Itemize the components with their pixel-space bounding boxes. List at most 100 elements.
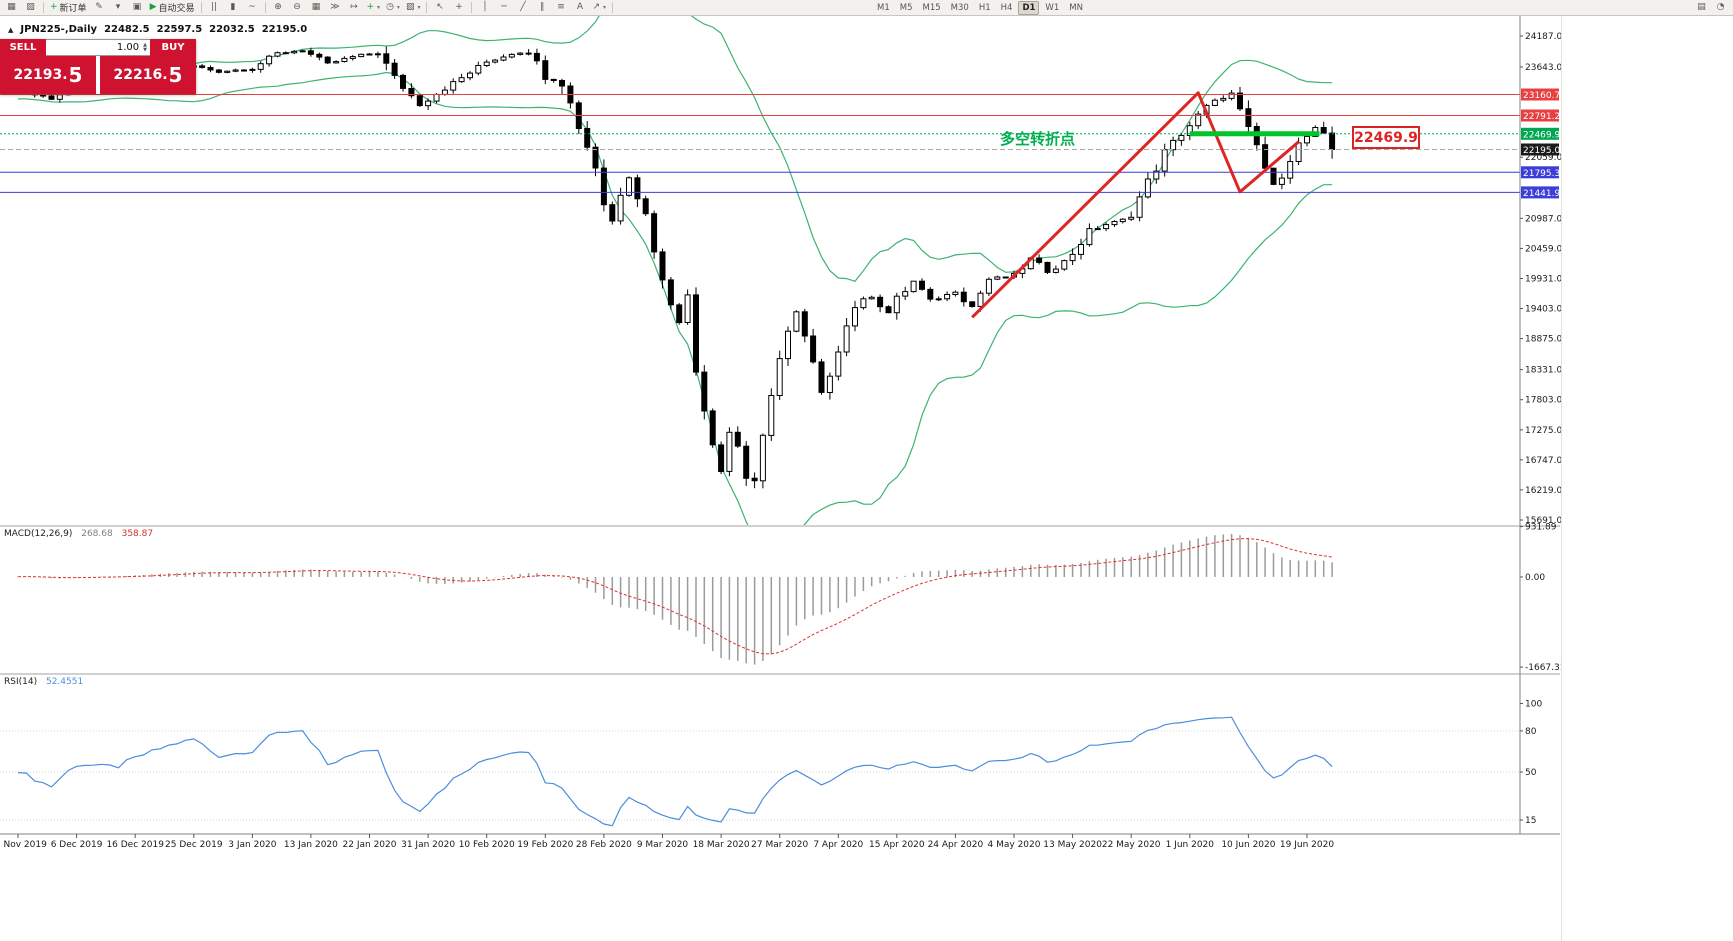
timeframe-m1[interactable]: M1 [877,2,890,13]
auto-scroll-icon[interactable]: ≫ [330,2,340,12]
sell-button[interactable]: SELL [0,39,46,56]
clock-icon[interactable]: ◔ [1716,2,1725,12]
trend-zigzag-line[interactable] [971,91,1300,319]
date-label: 15 Apr 2020 [869,840,925,850]
buy-button[interactable]: BUY [150,39,196,56]
price-tag-text: 22195.0 [1523,146,1560,156]
main-chart-plot[interactable] [0,0,1520,550]
tile-windows-icon[interactable]: ▦ [311,2,321,12]
templates-icon[interactable]: ▨ ▾ [405,2,421,12]
fibonacci-icon[interactable]: ≡ [557,2,565,12]
indicators-icon[interactable]: + ▾ [366,2,381,12]
price-tag-text: 23160.7 [1523,91,1560,101]
symbol-marker-icon: ▲ [8,25,14,34]
timeframe-h4[interactable]: H4 [1000,2,1013,13]
pivot-price-label[interactable]: 22469.9 [1352,126,1420,149]
toolbar-separator [471,2,473,13]
volume-field[interactable]: 1.00 ▲ ▼ [46,39,150,56]
price-axis[interactable]: 24187.0 23643.0 22059.0 20987.0 20459.0 19931… [1520,32,1565,826]
autotrading-icon[interactable]: ▶ 自动交易 [149,2,195,14]
candles [15,46,1336,489]
sell-price-tile[interactable]: 22193. 5 [0,56,96,94]
timeframe-w1[interactable]: W1 [1045,2,1060,13]
price-axis-label: 23643.0 [1525,63,1562,73]
price-tag-22791.2 [1521,109,1559,122]
equidistant-channel-icon[interactable]: ∥ [539,2,545,12]
line-chart-icon[interactable]: ~ [248,2,256,12]
timeframe-d1[interactable]: D1 [1018,0,1040,15]
macd-signal-line [17,538,1333,655]
volume-up-icon[interactable]: ▲ [143,41,147,48]
timeframe-toolbar: M1 M5 M15 M30 H1 H4 D1 W1 MN [872,0,1088,15]
timeframe-h1[interactable]: H1 [978,2,991,13]
cursor-icon[interactable]: ↖ [436,2,444,12]
pivot-annotation-text[interactable]: 多空转折点 [1000,130,1076,148]
price-axis-label: 18875.0 [1525,335,1562,345]
panel-toggle-icon[interactable]: ▤ [1697,2,1706,12]
horizontal-line-icon[interactable]: ─ [501,2,507,12]
macd-plot [17,534,1333,665]
metaeditor-icon[interactable]: ✎ [95,2,103,12]
price-tag-22195.0 [1521,143,1559,156]
macd-axis-label: -1667.31 [1525,663,1565,673]
date-label: 3 Jan 2020 [228,840,276,850]
volume-value[interactable]: 1.00 [116,42,140,53]
rsi-indicator-header: RSI(14) 52.4551 [4,677,83,687]
price-axis-label: 19403.0 [1525,305,1562,315]
volume-down-icon[interactable]: ▼ [143,46,147,53]
charts-dropdown-icon[interactable]: ▾ [115,2,121,12]
indicators-icon-dropdown[interactable]: ▾ [377,4,381,11]
periods-icon[interactable]: ◷ ▾ [386,2,400,12]
timeframe-m30[interactable]: M30 [950,2,969,13]
candlestick-chart-icon[interactable]: ▮ [230,2,236,12]
arrows-tool-icon[interactable]: ↗ ▾ [592,2,607,12]
rsi-value: 52.4551 [45,677,84,687]
profiles-icon[interactable]: ▧ [26,2,35,12]
rsi-label: RSI(14) [4,677,38,687]
vertical-line-icon[interactable]: │ [482,2,488,12]
date-label: 19 Jun 2020 [1280,840,1334,850]
timeframe-m15[interactable]: M15 [922,2,941,13]
price-axis-label: 17275.0 [1525,426,1562,436]
macd-main-value: 268.68 [81,529,113,539]
macd-axis-label: 931.89 [1525,523,1557,533]
price-tag-23160.7 [1521,88,1559,101]
new-chart-icon[interactable]: ▦ [7,2,16,12]
buy-price-pips: 5 [168,63,183,87]
price-axis-label: 19931.0 [1525,275,1562,285]
one-click-trading-panel: SELL 1.00 ▲ ▼ BUY 22193. 5 22216. 5 [0,39,196,94]
new-order-icon[interactable]: + 新订单 [50,2,87,14]
price-tag-text: 22791.2 [1523,112,1560,122]
date-label: 27 Nov 2019 [0,840,47,850]
zoom-in-icon[interactable]: ⊕ [274,2,282,12]
crosshair-icon[interactable]: + [455,2,463,12]
timeframe-mn[interactable]: MN [1069,2,1083,13]
ohlc-high: 22597.5 [156,24,203,35]
chart-header: ▲ JPN225-,Daily 22482.5 22597.5 22032.5 … [8,24,307,35]
arrows-tool-icon-dropdown[interactable]: ▾ [603,4,607,11]
date-label: 6 Dec 2019 [51,840,103,850]
date-label: 16 Dec 2019 [106,840,164,850]
text-label-icon[interactable]: A [576,2,584,12]
trendline-icon[interactable]: ╱ [520,2,526,12]
date-label: 13 Jan 2020 [284,840,338,850]
price-axis-label: 22059.0 [1525,153,1562,163]
timeframe-m5[interactable]: M5 [899,2,913,13]
templates-icon-dropdown[interactable]: ▾ [417,4,421,11]
buy-price-main: 22216. [113,67,168,83]
date-label: 24 Apr 2020 [928,840,984,850]
symbol-period-label: JPN225-,Daily [20,24,98,35]
date-label: 27 Mar 2020 [751,840,808,850]
toolbar-right-group: ▤ ◔ [1692,0,1730,15]
chart-shift-icon[interactable]: ↦ [350,2,358,12]
buy-price-tile[interactable]: 22216. 5 [100,56,196,94]
zoom-out-icon[interactable]: ⊖ [293,2,301,12]
bar-chart-icon[interactable]: || [210,2,218,12]
sell-price-main: 22193. [13,67,68,83]
price-axis-label: 16219.0 [1525,486,1562,496]
data-window-icon[interactable]: ▣ [132,2,142,12]
periods-icon-dropdown[interactable]: ▾ [396,4,400,11]
date-label: 10 Feb 2020 [459,840,515,850]
